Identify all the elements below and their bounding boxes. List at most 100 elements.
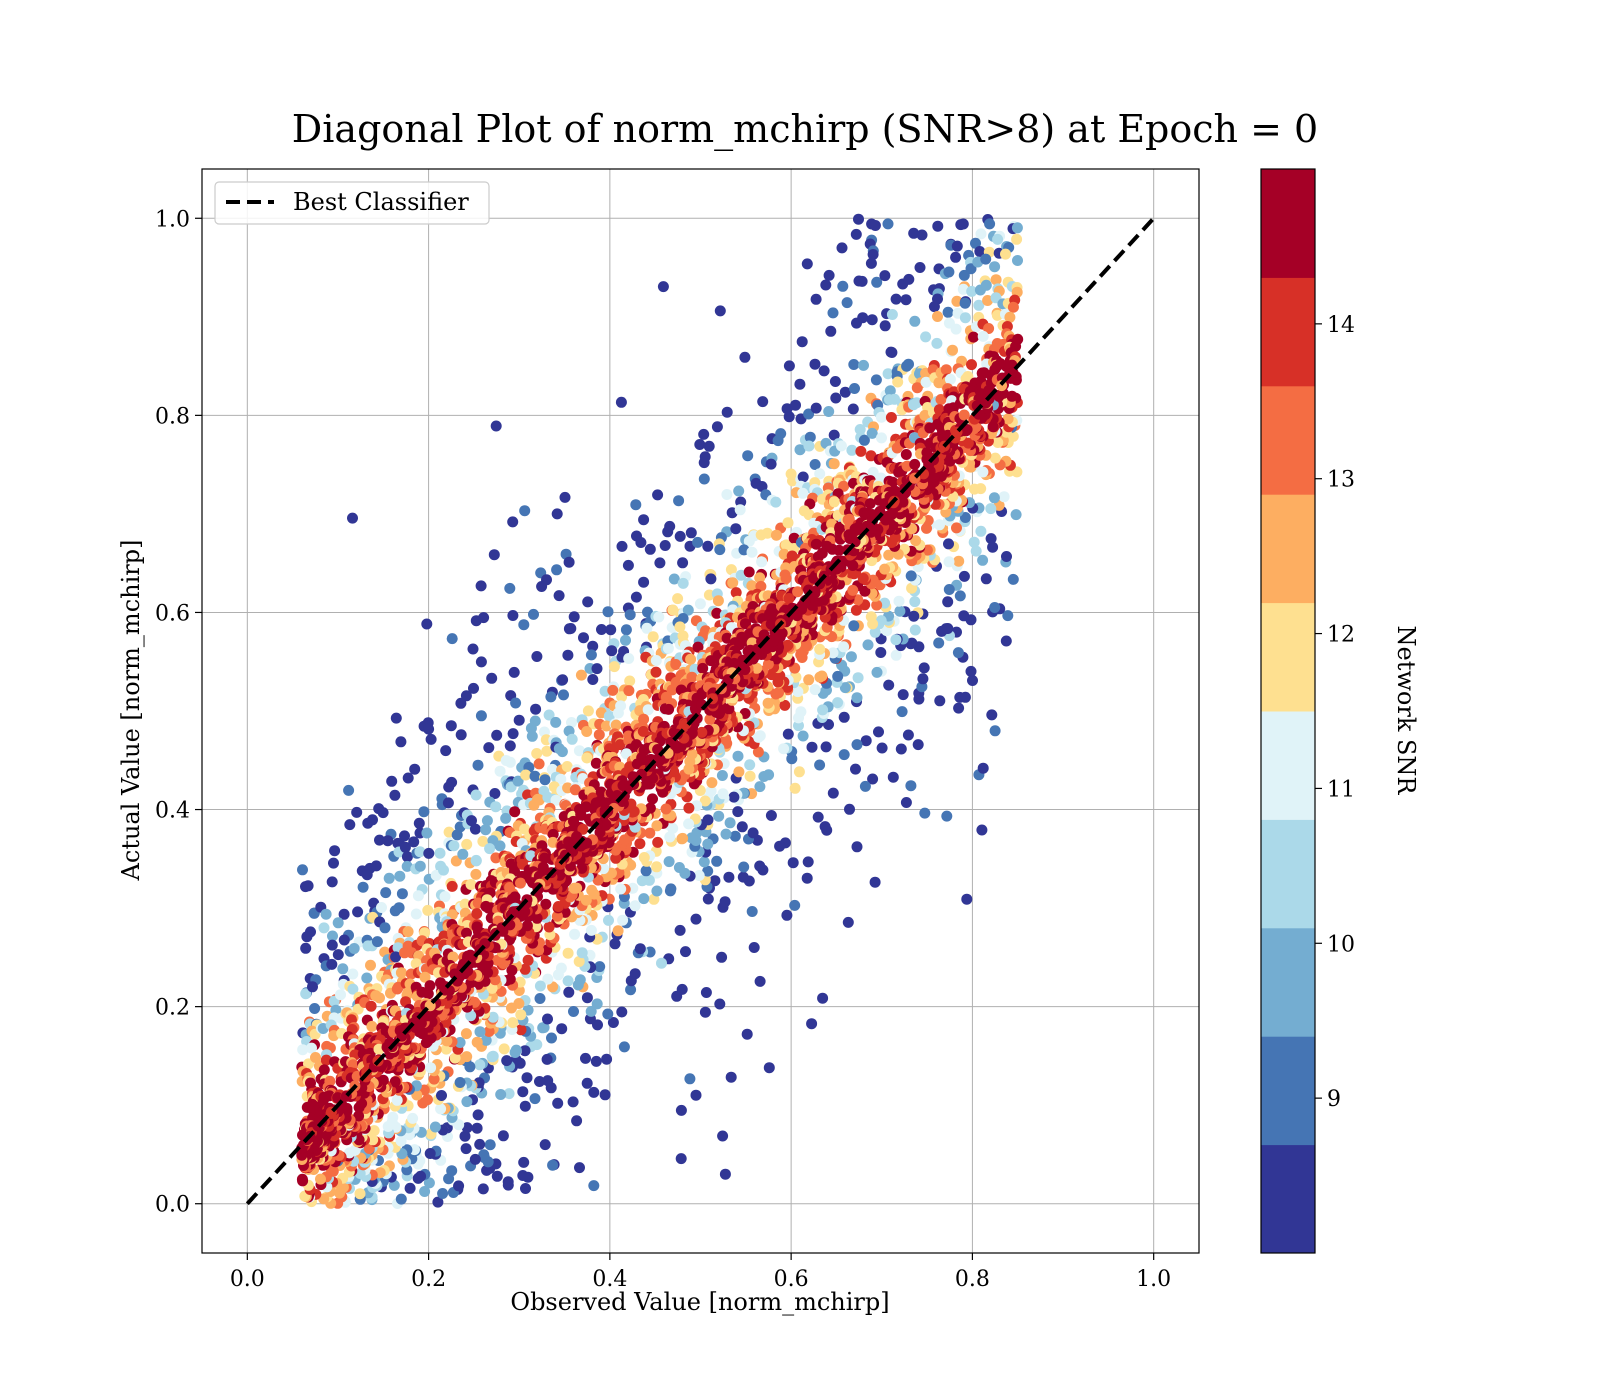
scatter-point [390, 712, 402, 724]
scatter-point [705, 573, 717, 585]
scatter-point [973, 299, 985, 311]
scatter-point [819, 821, 831, 833]
scatter-point [555, 773, 567, 785]
scatter-point [814, 759, 826, 771]
scatter-point [858, 359, 869, 371]
scatter-point [409, 763, 421, 775]
scatter-point [774, 840, 786, 852]
scatter-point [714, 544, 726, 556]
scatter-point [738, 663, 749, 675]
scatter-point [593, 729, 605, 741]
scatter-point [706, 777, 718, 789]
scatter-point [950, 323, 962, 335]
scatter-point [435, 1103, 447, 1115]
scatter-point [721, 406, 733, 418]
scatter-point [908, 227, 920, 239]
scatter-point [547, 828, 559, 840]
scatter-point [966, 285, 978, 297]
scatter-point [674, 621, 686, 633]
scatter-point [735, 496, 747, 508]
colorbar-segment [1261, 819, 1315, 929]
scatter-point [940, 364, 952, 376]
scatter-point [465, 1010, 477, 1022]
scatter-point [793, 720, 804, 732]
scatter-point [897, 689, 909, 701]
scatter-point [797, 730, 809, 742]
scatter-point [810, 402, 822, 414]
scatter-point [795, 706, 807, 718]
scatter-point [500, 812, 512, 824]
scatter-point [928, 301, 940, 313]
scatter-point [903, 273, 915, 285]
scatter-point [379, 922, 391, 934]
scatter-point [543, 921, 555, 933]
scatter-point [698, 428, 710, 440]
scatter-point [991, 309, 1003, 321]
scatter-point [518, 1156, 530, 1168]
scatter-point [455, 697, 467, 709]
scatter-point [329, 845, 341, 857]
scatter-point [770, 529, 782, 541]
scatter-point [478, 612, 490, 624]
scatter-point [507, 610, 519, 621]
x-tick-label: 0.4 [592, 1267, 627, 1292]
scatter-point [732, 750, 744, 762]
scatter-point [412, 890, 424, 902]
scatter-point [867, 773, 879, 785]
scatter-point [980, 573, 992, 585]
scatter-point [368, 1125, 380, 1137]
scatter-point [682, 604, 694, 616]
scatter-point [423, 847, 435, 859]
scatter-point [902, 729, 914, 741]
scatter-point [388, 1179, 400, 1191]
plot-area: 0.0 0.2 0.4 0.6 0.8 1.0 0.0 0.2 0.4 0.6 0.8 1.0 Be… [155, 168, 1200, 1292]
scatter-point [425, 1062, 437, 1074]
scatter-point [410, 908, 422, 920]
scatter-point [859, 780, 871, 792]
scatter-point [892, 376, 904, 388]
scatter-point [827, 787, 839, 799]
scatter-point [702, 865, 714, 877]
scatter-point [942, 306, 954, 318]
scatter-point [351, 806, 363, 818]
scatter-point [842, 916, 854, 928]
scatter-point [905, 780, 917, 792]
scatter-point [806, 741, 818, 753]
scatter-point [624, 675, 636, 687]
scatter-point [428, 1073, 440, 1085]
scatter-point [504, 582, 516, 594]
scatter-point [757, 396, 769, 408]
scatter-point [472, 759, 484, 771]
scatter-point [622, 559, 634, 571]
scatter-point [404, 1182, 416, 1194]
scatter-point [503, 1088, 515, 1100]
scatter-point [623, 653, 635, 664]
scatter-point [624, 609, 636, 621]
scatter-point [957, 283, 969, 295]
scatter-point [552, 1097, 564, 1109]
scatter-point [1000, 248, 1011, 260]
scatter-point [453, 972, 465, 984]
scatter-point [890, 634, 902, 646]
scatter-point [734, 504, 746, 516]
scatter-point [551, 910, 563, 922]
scatter-point [804, 431, 816, 443]
scatter-point [354, 1168, 366, 1179]
scatter-point [958, 570, 970, 582]
scatter-point [376, 902, 387, 913]
scatter-point [595, 786, 607, 798]
scatter-point [965, 263, 977, 275]
scatter-point [582, 596, 594, 608]
scatter-point [519, 963, 531, 975]
scatter-point [401, 851, 413, 863]
scatter-point [603, 710, 615, 722]
scatter-point [943, 538, 954, 550]
scatter-point [680, 946, 691, 958]
scatter-point [953, 555, 965, 567]
scatter-point [900, 294, 912, 306]
scatter-point [382, 835, 394, 847]
scatter-point [507, 728, 519, 740]
scatter-point [1011, 222, 1023, 234]
scatter-point [609, 938, 621, 950]
colorbar-segment [1261, 602, 1315, 712]
